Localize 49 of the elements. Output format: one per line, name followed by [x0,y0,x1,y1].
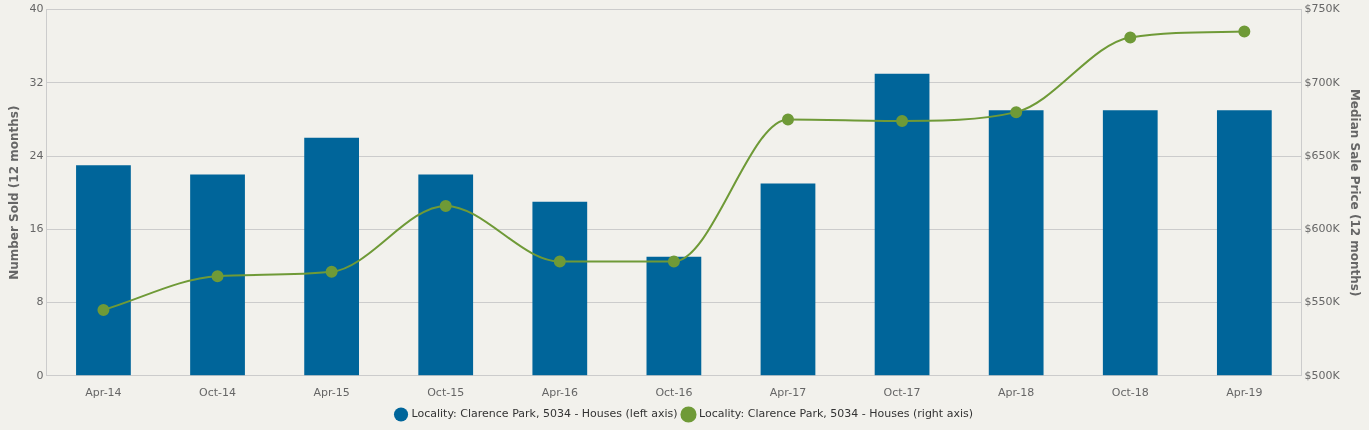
x-tick-label: Oct-14 [199,386,237,400]
x-tick-label: Apr-18 [998,386,1035,400]
y-tick-label: 32 [29,75,44,89]
y2-axis-title: Median Sale Price (12 months) [1347,88,1362,297]
bar [646,256,702,376]
point [1010,106,1023,119]
y2-tick-label: $700K [1304,75,1341,89]
point [439,199,452,212]
y-axis-title: Number Sold (12 months) [7,105,22,280]
point [781,113,794,126]
x-tick-label: Oct-18 [1111,386,1149,400]
x-tick-label: Apr-15 [313,386,350,400]
point [211,270,224,283]
y-tick-label: 40 [29,2,44,16]
bar [1102,110,1158,376]
x-tick-label: Apr-19 [1226,386,1263,400]
point [667,255,680,268]
bar [760,183,816,376]
bar [1216,110,1272,376]
y-tick-label: 8 [36,295,44,309]
bar [532,201,588,376]
y2-tick-label: $750K [1304,2,1341,16]
y-tick-label: 0 [36,368,44,382]
x-tick-label: Apr-16 [541,386,578,400]
point [1124,31,1137,44]
x-tick-label: Apr-14 [85,386,122,400]
x-tick-label: Oct-16 [655,386,693,400]
bar [874,73,930,376]
x-tick-label: Oct-15 [427,386,465,400]
point [97,303,110,316]
bar [304,137,360,376]
y-tick-label: 16 [29,222,44,236]
legend-label: Locality: Clarence Park, 5034 - Houses (left axis) [411,407,678,421]
bar [418,174,474,376]
point [1238,25,1251,38]
y2-tick-label: $650K [1304,148,1341,162]
point [896,114,909,127]
y2-tick-label: $550K [1304,295,1341,309]
bar [988,110,1044,376]
y-tick-label: 24 [29,148,44,162]
x-tick-label: Oct-17 [883,386,921,400]
bar [190,174,245,376]
point [325,265,338,278]
bar [76,165,131,376]
point [553,255,566,268]
x-tick-label: Apr-17 [769,386,807,400]
legend-label: Locality: Clarence Park, 5034 - Houses (right axis) [698,407,973,421]
y2-tick-label: $500K [1304,368,1341,382]
y2-tick-label: $600K [1304,222,1341,236]
